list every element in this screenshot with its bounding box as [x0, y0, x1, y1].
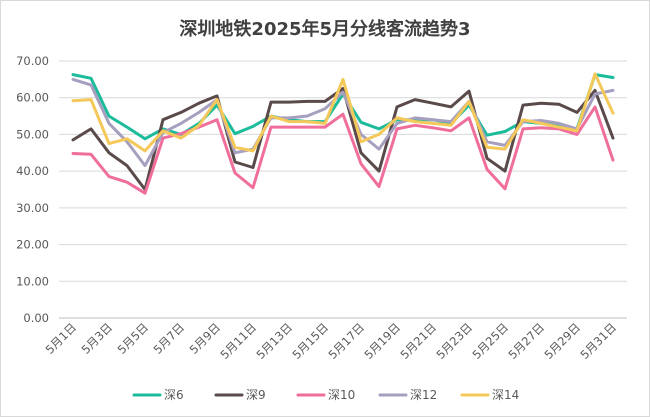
x-tick-label: 5月3日 [79, 320, 116, 357]
legend-label: 深9 [246, 388, 266, 402]
x-tick-label: 5月29日 [541, 320, 583, 362]
series-line-深10 [71, 105, 615, 195]
y-tick-label: 20.00 [16, 238, 49, 252]
x-tick-label: 5月17日 [325, 320, 367, 362]
x-tick-label: 5月7日 [151, 320, 188, 357]
y-tick-label: 30.00 [16, 201, 49, 215]
y-tick-label: 0.00 [23, 311, 49, 325]
y-tick-label: 50.00 [16, 127, 49, 141]
series-line-深14 [71, 72, 615, 153]
x-tick-label: 5月11日 [217, 320, 259, 362]
y-tick-label: 40.00 [16, 164, 49, 178]
x-tick-label: 5月31日 [577, 320, 619, 362]
x-tick-label: 5月27日 [505, 320, 547, 362]
x-tick-label: 5月5日 [115, 320, 152, 357]
x-tick-label: 5月23日 [433, 320, 475, 362]
legend-label: 深6 [164, 388, 184, 402]
legend-label: 深10 [328, 388, 355, 402]
y-tick-label: 70.00 [16, 54, 49, 68]
x-tick-label: 5月25日 [469, 320, 511, 362]
x-tick-label: 5月15日 [289, 320, 331, 362]
series-line-深9 [71, 87, 615, 191]
legend-label: 深12 [410, 388, 437, 402]
y-tick-label: 60.00 [16, 91, 49, 105]
x-tick-label: 5月21日 [397, 320, 439, 362]
chart-title: 深圳地铁2025年5月分线客流趋势3 [179, 19, 471, 40]
y-tick-label: 10.00 [16, 274, 49, 288]
x-tick-label: 5月19日 [361, 320, 403, 362]
x-tick-label: 5月1日 [43, 320, 80, 357]
x-tick-label: 5月13日 [253, 320, 295, 362]
legend-label: 深14 [492, 388, 519, 402]
